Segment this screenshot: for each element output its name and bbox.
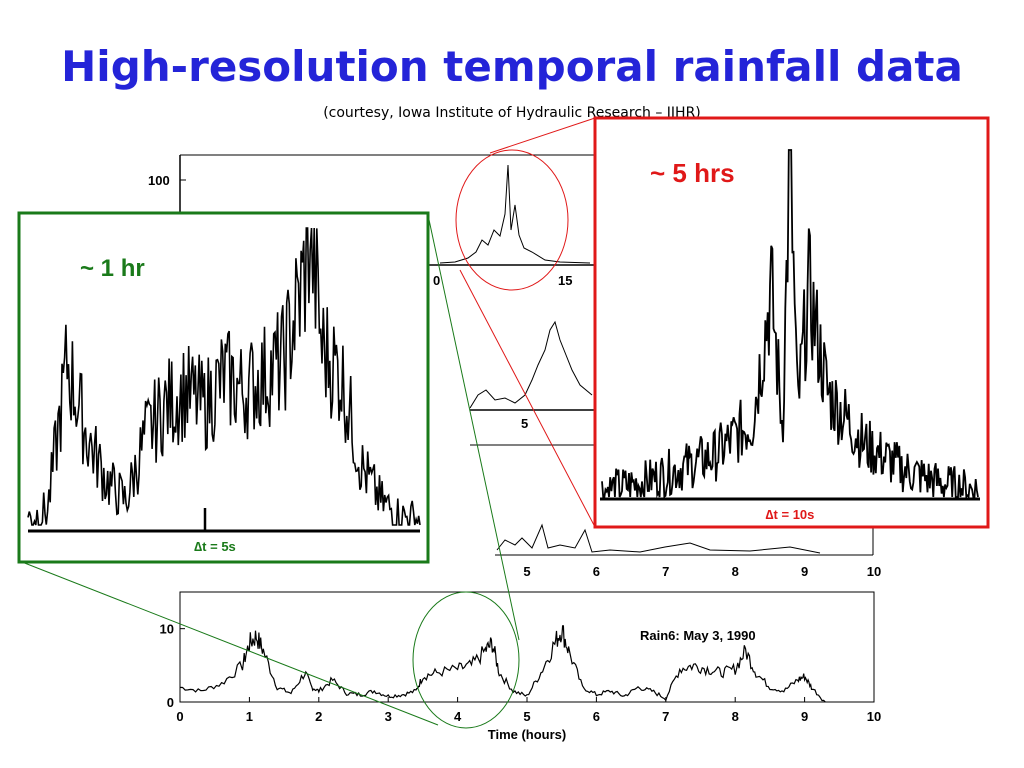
panel1-trace bbox=[439, 164, 591, 264]
background-panel-2: 5 bbox=[469, 320, 600, 446]
zoom-connectors bbox=[21, 117, 596, 729]
x-tick-label: 2 bbox=[315, 709, 322, 724]
x-tick-label: 4 bbox=[454, 709, 462, 724]
slide-title: High-resolution temporal rainfall data bbox=[61, 42, 963, 91]
panel3-xtick-label: 10 bbox=[867, 564, 881, 579]
panel3-xtick-label: 5 bbox=[523, 564, 530, 579]
panel3-xtick-label: 6 bbox=[593, 564, 600, 579]
panel1-ytick-100: 100 bbox=[148, 173, 170, 188]
x-tick-label: 10 bbox=[867, 709, 881, 724]
x-tick-label: 1 bbox=[246, 709, 253, 724]
rain6-series-line bbox=[179, 625, 826, 703]
rain6-annotation: Rain6: May 3, 1990 bbox=[640, 628, 756, 643]
x-axis-label: Time (hours) bbox=[488, 727, 567, 742]
inset-5hrs-label: ~ 5 hrs bbox=[650, 158, 735, 188]
x-tick-label: 8 bbox=[732, 709, 739, 724]
x-tick-label: 0 bbox=[176, 709, 183, 724]
panel3-xtick-label: 7 bbox=[662, 564, 669, 579]
y-tick-label: 10 bbox=[160, 622, 174, 637]
inset-1hr-label: ~ 1 hr bbox=[80, 255, 145, 282]
panel2-xtick-5: 5 bbox=[521, 416, 528, 431]
inset-5hrs: ~ 5 hrs ∆t = 10s bbox=[593, 116, 990, 529]
main-chart: 0 1 2 3 4 5 6 7 8 9 10 0 10 Rain6: May 3, 1990 Time … bbox=[160, 591, 881, 742]
x-tick-label: 6 bbox=[593, 709, 600, 724]
panel1-xtick-0: 0 bbox=[433, 273, 440, 288]
panel3-trace bbox=[496, 523, 821, 554]
inset-1hr: ~ 1 hr ∆t = 5s bbox=[17, 211, 430, 564]
x-tick-label: 3 bbox=[385, 709, 392, 724]
inset-1hr-dt: ∆t = 5s bbox=[194, 539, 236, 554]
inset-5hrs-dt: ∆t = 10s bbox=[766, 507, 815, 522]
panel3-xtick-label: 8 bbox=[732, 564, 739, 579]
panel3-xtick-label: 9 bbox=[801, 564, 808, 579]
background-panel-3: 5 6 7 8 9 10 bbox=[495, 523, 881, 579]
y-tick-label: 0 bbox=[167, 695, 174, 710]
inset-5hrs-trace bbox=[601, 149, 979, 500]
x-tick-label: 7 bbox=[662, 709, 669, 724]
x-tick-label: 9 bbox=[801, 709, 808, 724]
x-tick-label: 5 bbox=[523, 709, 530, 724]
inset-1hr-trace bbox=[27, 227, 421, 526]
panel1-xtick-15: 15 bbox=[558, 273, 572, 288]
panel2-trace bbox=[469, 320, 593, 409]
